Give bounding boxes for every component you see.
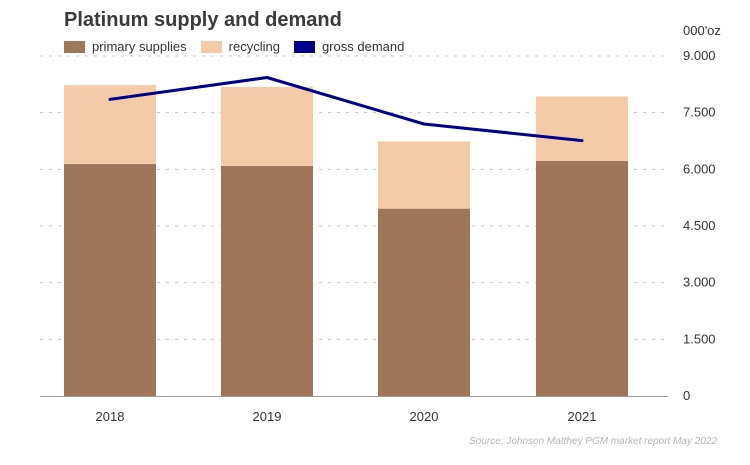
gross-demand-line xyxy=(108,76,584,143)
legend-item-recycling: recycling xyxy=(200,39,280,54)
legend: primary supplies recycling gross demand xyxy=(64,39,418,54)
bar-recycling xyxy=(221,86,313,166)
bar-primary-supplies xyxy=(536,161,628,396)
y-tick-label: 4.500 xyxy=(683,218,716,233)
legend-item-primary-supplies: primary supplies xyxy=(64,39,187,54)
legend-label-gross-demand: gross demand xyxy=(321,39,405,54)
source-note: Source: Johnson Matthey PGM market repor… xyxy=(469,436,717,447)
y-tick-label: 1.500 xyxy=(683,331,716,346)
chart-title: Platinum supply and demand xyxy=(64,9,342,31)
legend-label-recycling: recycling xyxy=(228,39,280,54)
y-tick-label: 6.000 xyxy=(683,161,716,176)
bar-primary-supplies xyxy=(64,164,156,396)
legend-swatch-gross-demand xyxy=(293,40,315,53)
y-tick-label: 7.500 xyxy=(683,105,716,120)
legend-swatch-primary-supplies xyxy=(64,40,85,53)
bar-primary-supplies xyxy=(378,208,470,396)
y-tick-label: 9.000 xyxy=(683,48,716,63)
bar-primary-supplies xyxy=(221,165,313,396)
legend-swatch-recycling xyxy=(200,40,222,53)
x-tick-label: 2018 xyxy=(96,409,125,424)
x-tick-label: 2019 xyxy=(253,409,282,424)
legend-item-gross-demand: gross demand xyxy=(293,39,405,54)
y-tick-label: 3.000 xyxy=(683,275,716,290)
x-tick-label: 2020 xyxy=(410,409,439,424)
x-tick-label: 2021 xyxy=(568,409,597,424)
y-axis-unit-label: 000'oz xyxy=(683,23,721,38)
legend-label-primary-supplies: primary supplies xyxy=(92,39,187,54)
bar-recycling xyxy=(536,96,628,162)
y-tick-label: 0 xyxy=(683,388,690,403)
bar-recycling xyxy=(64,85,156,165)
bar-recycling xyxy=(378,141,470,209)
